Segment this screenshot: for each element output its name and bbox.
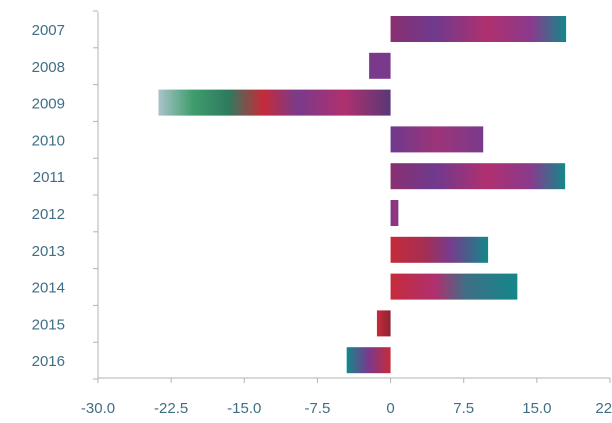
bar-2010 [390, 126, 484, 153]
x-tick-label: 7.5 [453, 400, 474, 417]
y-category-label: 2010 [32, 132, 65, 149]
y-category-label: 2009 [32, 96, 65, 113]
bar-2007 [390, 16, 567, 42]
x-tick-label: -15.0 [227, 400, 261, 417]
axes [93, 10, 611, 383]
y-category-label: 2011 [33, 169, 65, 186]
x-tick-label: -7.5 [304, 400, 330, 417]
x-tick-label: 22.5 [595, 400, 612, 417]
bars [158, 16, 567, 374]
y-category-label: 2008 [32, 59, 65, 76]
y-category-label: 2012 [32, 206, 65, 223]
bar-2013 [390, 236, 489, 263]
y-category-label: 2013 [32, 243, 65, 260]
x-tick-label: 0 [386, 400, 394, 417]
bar-2016 [346, 347, 391, 374]
bar-2011 [390, 163, 566, 190]
y-category-label: 2014 [32, 280, 65, 297]
x-tick-label: 15.0 [522, 400, 551, 417]
x-tick-label: -22.5 [154, 400, 188, 417]
y-category-label: 2007 [32, 22, 65, 39]
x-tick-label: -30.0 [81, 400, 115, 417]
y-category-label: 2016 [32, 353, 65, 370]
bar-2009 [158, 89, 391, 116]
bar-2012 [390, 200, 399, 226]
bar-2015 [376, 310, 391, 337]
labels: -30.0 -22.5 -15.0 -7.5 0 7.5 15.0 22.5 2007 2008 2… [32, 22, 612, 417]
bar-2008 [369, 52, 391, 79]
bar-2014 [390, 273, 518, 300]
y-category-label: 2015 [32, 316, 65, 333]
